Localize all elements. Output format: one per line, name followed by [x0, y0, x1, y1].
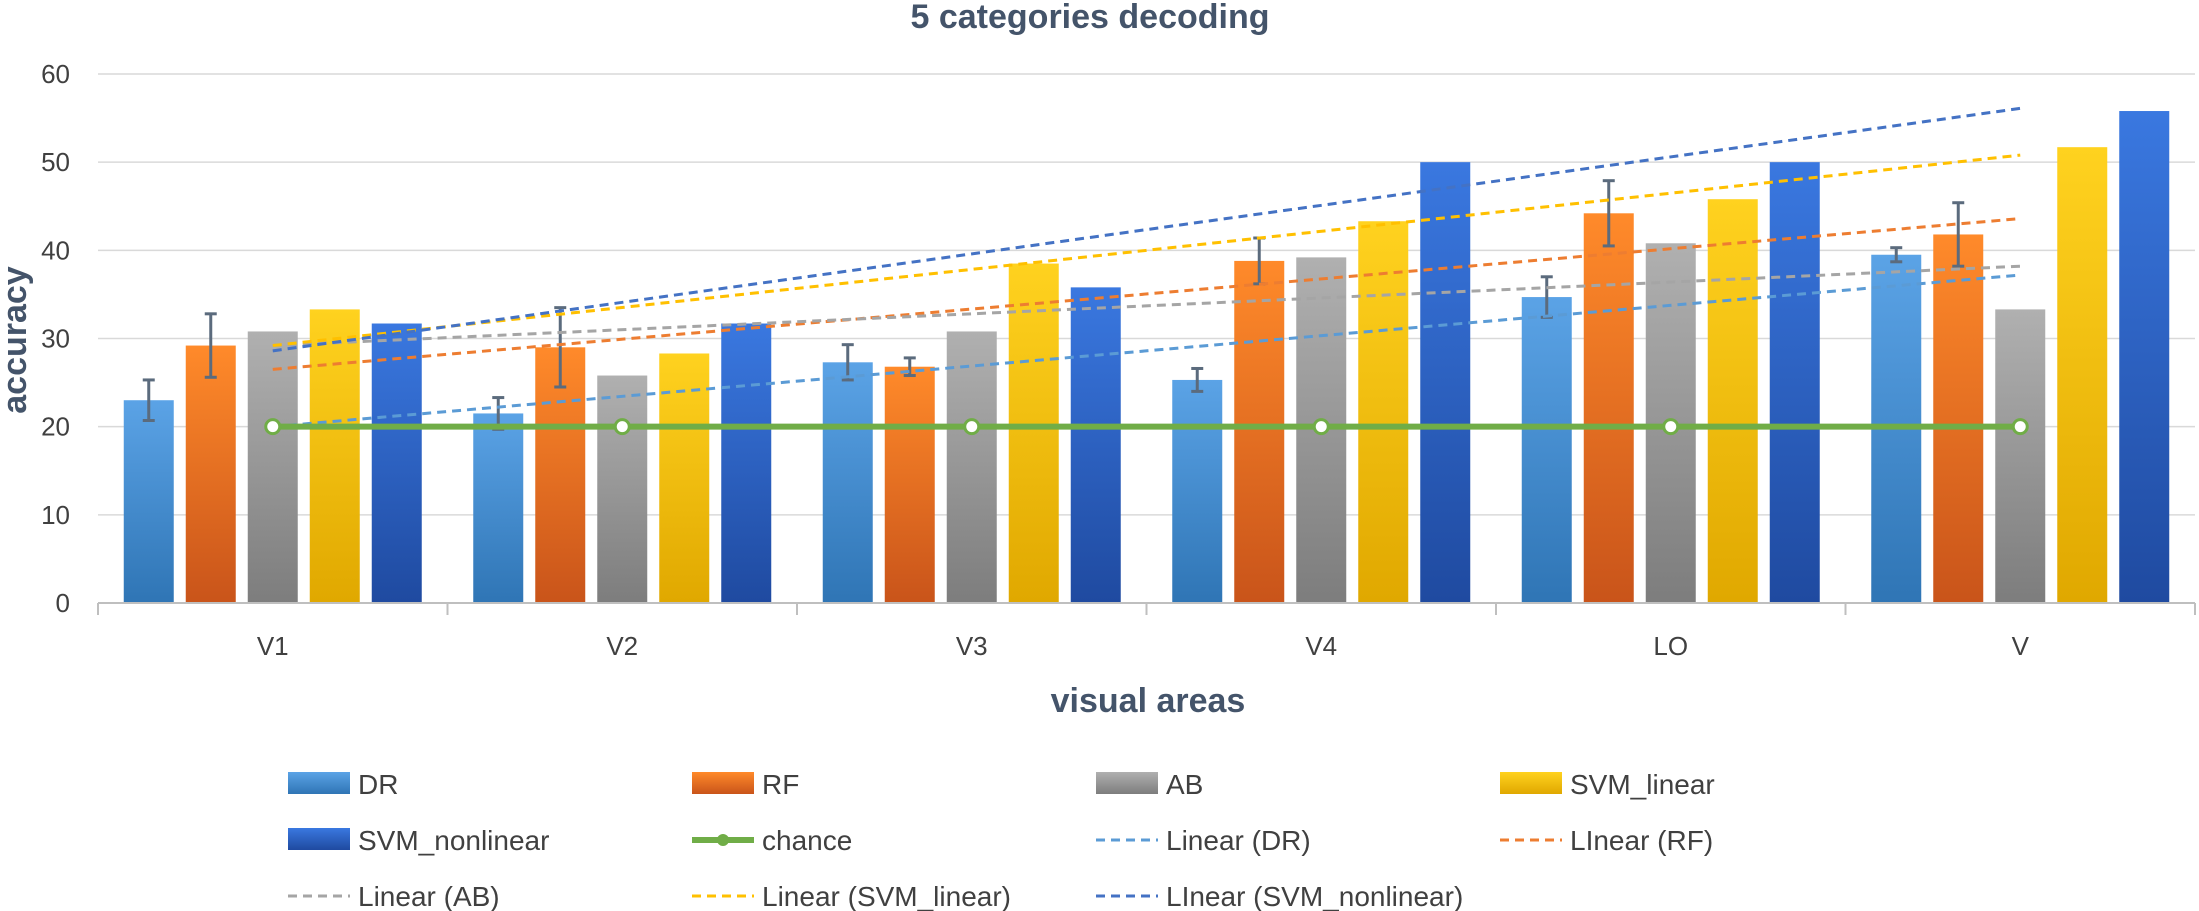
bar-SVM_nonlinear-V4 — [1420, 162, 1471, 603]
legend-label: chance — [762, 825, 852, 856]
legend-label: LInear (SVM_nonlinear) — [1166, 881, 1463, 911]
bar-SVM_linear-V — [2057, 147, 2108, 603]
bar-AB-V3 — [946, 331, 997, 603]
legend-item-SVM_nonlinear: SVM_nonlinear — [288, 825, 549, 856]
bar-SVM_linear-V1 — [309, 309, 360, 603]
legend: DR RF AB SVM_linear SVM_nonlinear chance Linea… — [288, 769, 1715, 911]
bar-DR-V4 — [1172, 379, 1223, 603]
x-tick-label: V2 — [606, 631, 638, 661]
legend-item-DR: DR — [288, 769, 398, 800]
legend-label: LInear (RF) — [1570, 825, 1713, 856]
bar-SVM_linear-V2 — [659, 353, 710, 603]
y-tick-label: 10 — [41, 500, 70, 530]
bar-DR-LO — [1521, 297, 1572, 603]
x-axis-title: visual areas — [1051, 682, 1246, 720]
y-tick-label: 50 — [41, 147, 70, 177]
legend-item-LInear (RF): LInear (RF) — [1500, 825, 1713, 856]
legend-swatch — [288, 828, 350, 850]
chance-point-V — [2011, 418, 2029, 436]
bar-DR-V3 — [822, 362, 873, 603]
y-tick-label: 40 — [41, 235, 70, 265]
y-tick-label: 0 — [56, 588, 70, 618]
bar-AB-V1 — [247, 331, 298, 603]
bar-SVM_nonlinear-V — [2119, 111, 2170, 603]
bar-SVM_linear-V4 — [1358, 221, 1409, 603]
legend-swatch — [1096, 772, 1158, 794]
legend-label: Linear (AB) — [358, 881, 500, 911]
bar-AB-V2 — [597, 375, 648, 603]
chance-point-V2 — [613, 418, 631, 436]
bar-RF-V4 — [1234, 260, 1285, 603]
legend-label: Linear (DR) — [1166, 825, 1311, 856]
bar-RF-V2 — [535, 347, 586, 603]
chance-point-LO — [1662, 418, 1680, 436]
y-axis-title: accuracy — [0, 266, 34, 414]
chance-point-V3 — [963, 418, 981, 436]
legend-label: RF — [762, 769, 799, 800]
legend-item-AB: AB — [1096, 769, 1203, 800]
chance-point-V1 — [264, 418, 282, 436]
bar-RF-V3 — [884, 366, 935, 603]
legend-item-Linear (DR): Linear (DR) — [1096, 825, 1311, 856]
bar-RF-LO — [1583, 213, 1634, 603]
y-tick-label: 60 — [41, 59, 70, 89]
x-tick-label: LO — [1653, 631, 1688, 661]
bar-SVM_nonlinear-V1 — [371, 323, 422, 603]
trendline-Linear (SVM_linear) — [272, 153, 2021, 348]
x-tick-label: V1 — [257, 631, 289, 661]
trendline-Linear (DR) — [272, 273, 2021, 429]
bar-SVM_nonlinear-V2 — [721, 323, 772, 603]
bar-AB-V — [1995, 309, 2046, 603]
x-tick-label: V3 — [956, 631, 988, 661]
legend-swatch — [1500, 772, 1562, 794]
legend-item-chance: chance — [692, 825, 852, 856]
legend-item-Linear (SVM_linear): Linear (SVM_linear) — [692, 881, 1011, 911]
bar-RF-V1 — [185, 345, 236, 603]
bar-RF-V — [1933, 234, 1984, 604]
y-tick-label: 20 — [41, 412, 70, 442]
bar-DR-V2 — [473, 413, 524, 603]
x-axis — [97, 602, 2196, 615]
trendline-LInear (SVM_nonlinear) — [272, 106, 2021, 353]
bar-DR-V1 — [123, 400, 174, 603]
trendline-Linear (AB) — [272, 264, 2021, 348]
legend-label: SVM_nonlinear — [358, 825, 549, 856]
x-tick-label: V4 — [1305, 631, 1337, 661]
legend-swatch — [692, 772, 754, 794]
chart-title: 5 categories decoding — [911, 0, 1270, 36]
legend-item-LInear (SVM_nonlinear): LInear (SVM_nonlinear) — [1096, 881, 1463, 911]
legend-swatch — [288, 772, 350, 794]
x-axis-ticks: V1 V2 V3 V4 LO V — [257, 631, 2030, 661]
legend-item-Linear (AB): Linear (AB) — [288, 881, 500, 911]
legend-marker — [717, 834, 729, 846]
legend-item-RF: RF — [692, 769, 799, 800]
bar-SVM_linear-V3 — [1008, 263, 1059, 603]
error-bars — [142, 179, 1965, 431]
y-tick-label: 30 — [41, 324, 70, 354]
trendlines — [272, 106, 2021, 429]
legend-label: AB — [1166, 769, 1203, 800]
bar-SVM_nonlinear-V3 — [1070, 287, 1121, 603]
chance-line — [264, 418, 2029, 436]
chance-point-V4 — [1312, 418, 1330, 436]
trendline-LInear (RF) — [272, 217, 2021, 371]
legend-item-SVM_linear: SVM_linear — [1500, 769, 1715, 800]
bars — [123, 111, 2170, 604]
bar-SVM_linear-LO — [1707, 199, 1758, 604]
legend-label: SVM_linear — [1570, 769, 1715, 800]
bar-SVM_nonlinear-LO — [1769, 162, 1820, 603]
legend-label: DR — [358, 769, 398, 800]
y-axis-ticks: 0 10 20 30 40 50 60 — [41, 59, 70, 618]
x-tick-label: V — [2012, 631, 2030, 661]
legend-label: Linear (SVM_linear) — [762, 881, 1011, 911]
